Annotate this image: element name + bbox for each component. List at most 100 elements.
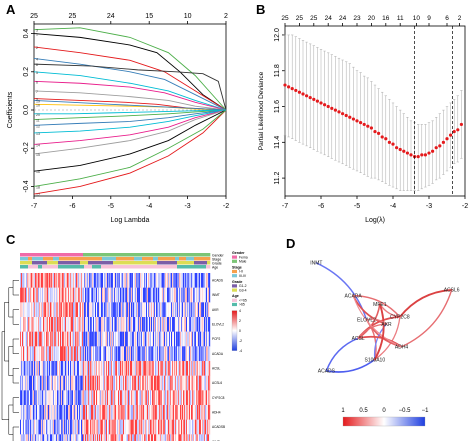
heatmap-cell (43, 375, 45, 391)
heatmap-cell (37, 361, 39, 376)
annotation-cell (92, 265, 102, 269)
heatmap-cell (67, 405, 69, 420)
annotation-cell (128, 265, 132, 269)
heatmap-cell (207, 273, 209, 288)
heatmap-cell (183, 375, 185, 391)
heatmap-cell (21, 331, 23, 347)
heatmap-cell (35, 331, 37, 347)
heatmap-cell (101, 419, 103, 435)
heatmap-cell (115, 302, 117, 318)
heatmap-cell (146, 331, 148, 347)
heatmap-cell (75, 434, 77, 441)
heatmap-cell (200, 273, 202, 288)
heatmap-cell (79, 390, 81, 406)
heatmap-cell (60, 361, 62, 376)
heatmap-cell (178, 375, 180, 391)
top-tick-label: 24 (339, 15, 347, 22)
annotation-cell (207, 261, 211, 265)
heatmap-cell (48, 302, 50, 318)
heatmap-cell (82, 434, 84, 441)
correlation-edge (352, 295, 403, 348)
heatmap-cell (51, 419, 53, 435)
heatmap-cell (199, 405, 201, 420)
heatmap-cell (24, 273, 26, 288)
heatmap-cell (109, 434, 111, 441)
heatmap-cell (67, 375, 69, 391)
heatmap-cell (116, 302, 118, 318)
heatmap-cell (205, 361, 207, 376)
heatmap-cell (68, 405, 70, 420)
heatmap-cell (47, 302, 49, 318)
heatmap-cell (85, 331, 87, 347)
heatmap-cell (164, 273, 166, 288)
top-tick-label: 10 (184, 13, 192, 20)
heatmap-cell (200, 434, 202, 441)
heatmap-cell (102, 419, 104, 435)
heatmap-cell (100, 405, 102, 420)
heatmap-cell (64, 317, 66, 332)
heatmap-cell (99, 405, 101, 420)
heatmap-cell (132, 361, 134, 376)
panel-label-b: B (256, 2, 266, 17)
heatmap-cell (176, 273, 178, 288)
heatmap-cell (122, 375, 124, 391)
heatmap-cell (62, 273, 64, 288)
heatmap-cell (115, 287, 117, 303)
heatmap-cell (199, 317, 201, 332)
heatmap-cell (52, 273, 54, 288)
heatmap-cell (99, 419, 101, 435)
annotation-cell (186, 257, 190, 261)
heatmap-cell (40, 287, 42, 303)
heatmap-cell (138, 419, 140, 435)
heatmap-cell (176, 317, 178, 332)
heatmap-cell (122, 419, 124, 435)
heatmap-cell (193, 434, 195, 441)
heatmap-cell (204, 361, 206, 376)
heatmap-cell (202, 287, 204, 303)
heatmap-cell (37, 405, 39, 420)
heatmap-cell (104, 434, 106, 441)
heatmap-cell (98, 434, 100, 441)
heatmap-cell (86, 346, 88, 362)
heatmap-cell (174, 375, 176, 391)
heatmap-cell (134, 434, 136, 441)
heatmap-cell (73, 273, 75, 288)
heatmap-cell (135, 287, 137, 303)
heatmap-cell (100, 287, 102, 303)
heatmap-cell (126, 390, 128, 406)
heatmap-cell (160, 361, 162, 376)
heatmap-cell (206, 287, 208, 303)
heatmap-cell (85, 287, 87, 303)
heatmap-cell (132, 302, 134, 318)
heatmap-cell (35, 405, 37, 420)
deviance-point (420, 153, 424, 157)
heatmap-cell (181, 361, 183, 376)
heatmap-cell (154, 346, 156, 362)
heatmap-cell (144, 331, 146, 347)
heatmap-cell (38, 361, 40, 376)
heatmap-cell (104, 375, 106, 391)
heatmap-cell (59, 273, 61, 288)
heatmap-cell (76, 317, 78, 332)
heatmap-cell (59, 405, 61, 420)
heatmap-cell (209, 331, 211, 347)
annotation-cell (44, 261, 48, 265)
heatmap-cell (64, 287, 66, 303)
heatmap-cell (97, 287, 99, 303)
heatmap-cell (68, 302, 70, 318)
heatmap-cell (79, 405, 81, 420)
annotation-cell (120, 257, 135, 261)
heatmap-cell (168, 375, 170, 391)
heatmap-cell (102, 302, 104, 318)
heatmap-cell (67, 390, 69, 406)
heatmap-cell (177, 331, 179, 347)
heatmap-cell (198, 405, 200, 420)
annotation-cell (80, 261, 89, 265)
heatmap-cell (207, 405, 209, 420)
x-tick-label: -3 (184, 203, 190, 210)
heatmap-cell (136, 331, 138, 347)
path-index-label: 11 (36, 119, 40, 123)
heatmap-cell (159, 287, 161, 303)
heatmap-cell (75, 405, 77, 420)
heatmap-cell (76, 273, 78, 288)
